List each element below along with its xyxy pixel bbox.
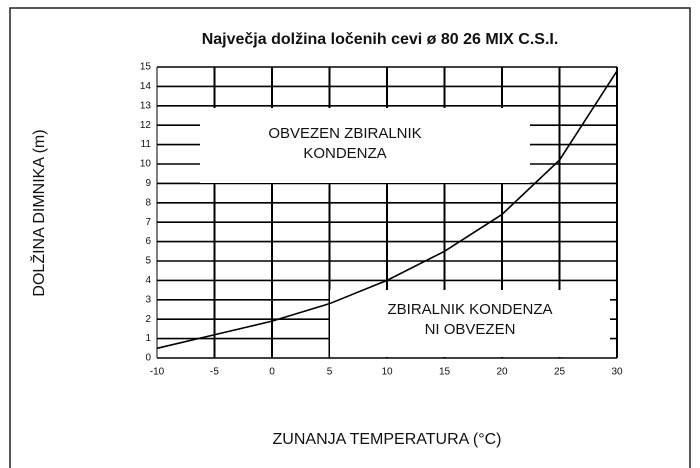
- x-tick-label: -5: [210, 367, 219, 378]
- y-tick-label: 13: [140, 100, 152, 111]
- x-tick-label: -10: [150, 367, 165, 378]
- y-tick-label: 0: [145, 353, 151, 364]
- x-tick-label: 15: [439, 367, 451, 378]
- y-tick-label: 7: [145, 217, 151, 228]
- line: [156, 70, 618, 350]
- annotation: KONDENZA: [303, 145, 386, 162]
- y-tick-label: 3: [145, 294, 151, 305]
- y-tick-label: 14: [140, 81, 152, 92]
- y-tick-label: 11: [141, 139, 152, 150]
- y-tick-label: 2: [145, 314, 151, 325]
- y-tick-label: 9: [145, 178, 151, 189]
- x-tick-label: 25: [554, 367, 566, 378]
- x-tick-label: 20: [496, 367, 508, 378]
- y-tick-label: 4: [145, 275, 151, 286]
- y-tick-label: 5: [145, 256, 151, 267]
- x-tick-label: 0: [269, 367, 275, 378]
- x-tick-label: 10: [381, 367, 393, 378]
- y-axis-label: DOLŽINA DIMNIKA (m): [29, 129, 48, 296]
- annotation: OBVEZEN ZBIRALNIK: [268, 125, 421, 142]
- x-axis-label: ZUNANJA TEMPERATURA (°C): [273, 431, 502, 448]
- annotation-box: [200, 108, 530, 183]
- y-tick-label: 12: [140, 120, 152, 131]
- x-tick-label: 5: [327, 367, 333, 378]
- chart-title: Največja dolžina ločenih cevi ø 80 26 MI…: [202, 31, 559, 48]
- y-tick-label: 8: [145, 197, 151, 208]
- annotation-box: [330, 290, 610, 357]
- annotation: ZBIRALNIK KONDENZA: [387, 301, 552, 318]
- y-tick-label: 15: [140, 62, 152, 73]
- frame: [9, 7, 691, 468]
- y-tick-label: 10: [140, 159, 152, 170]
- y-tick-label: 6: [145, 236, 151, 247]
- x-tick-label: 30: [611, 367, 623, 378]
- y-tick-label: 1: [145, 333, 151, 344]
- annotation: NI OBVEZEN: [425, 321, 516, 338]
